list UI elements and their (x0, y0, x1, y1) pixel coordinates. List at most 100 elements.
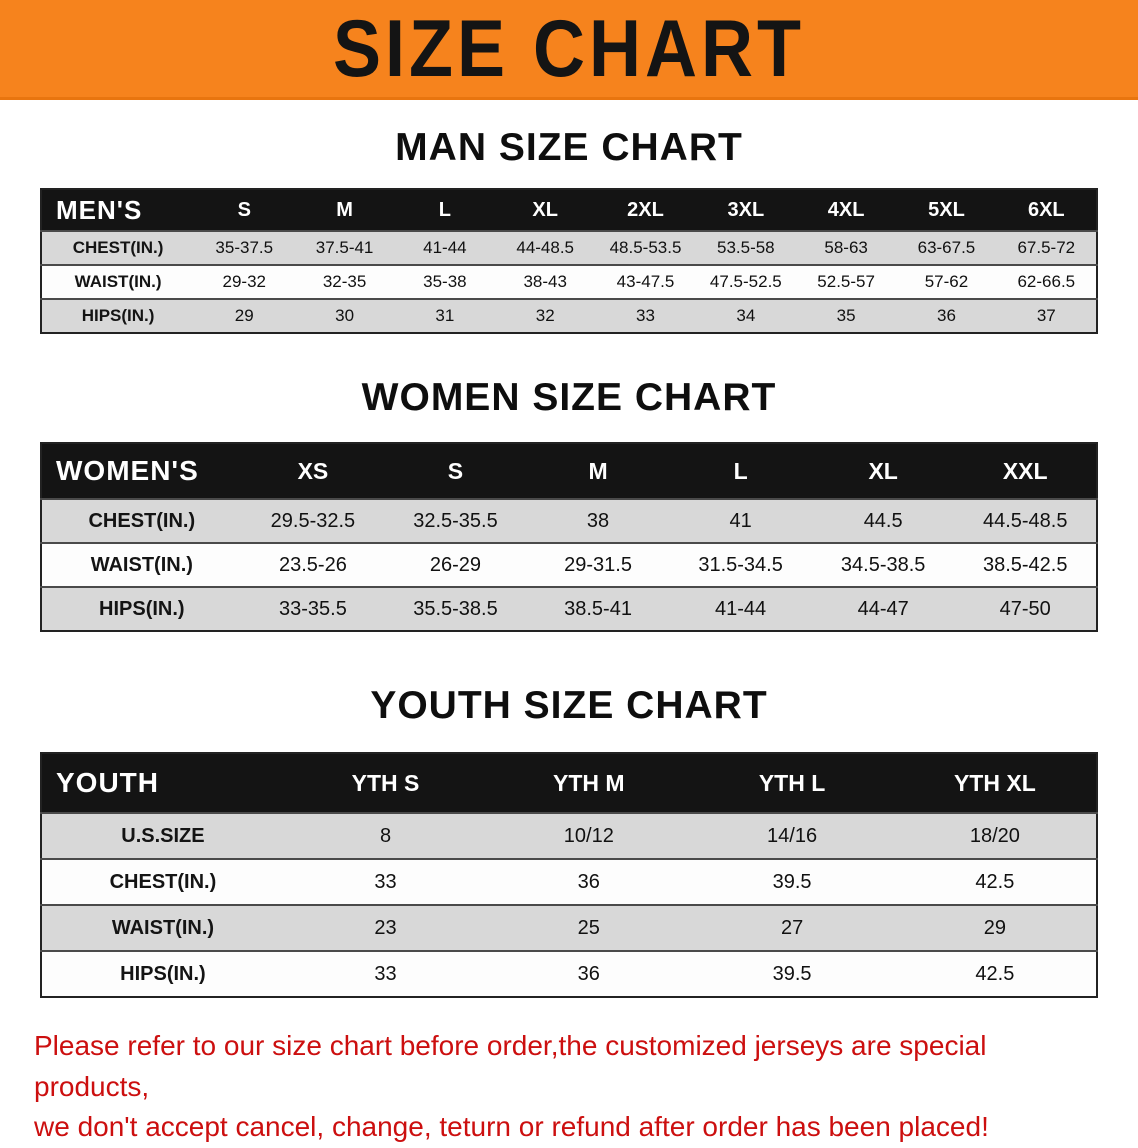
measurement-value: 38.5-41 (564, 597, 632, 620)
measurement-value: 33-35.5 (278, 597, 347, 620)
measurement-value: 47-50 (999, 597, 1051, 620)
size-charts: MAN SIZE CHART MEN'S S M L XL 2XL 3XL 4XL 5XL 6XL… (0, 126, 1138, 998)
disclaimer-line-2: we don't accept cancel, change, teturn o… (34, 1111, 989, 1143)
measurement-value: 32-35 (322, 272, 367, 291)
size-column-header: 5XL (928, 198, 965, 221)
measurement-value: 18/20 (969, 824, 1020, 847)
measurement-label: HIPS(IN.) (99, 597, 185, 620)
measurement-value: 41-44 (423, 238, 467, 257)
measurement-value: 38 (586, 509, 610, 532)
men-section-heading: MAN SIZE CHART (395, 126, 743, 169)
table-corner-label: WOMEN'S (56, 455, 199, 486)
measurement-value: 39.5 (772, 870, 812, 893)
measurement-label: CHEST(IN.) (109, 870, 217, 893)
size-column-header: YTH S (351, 769, 420, 796)
measurement-value: 23.5-26 (278, 553, 347, 576)
size-column-header: L (438, 198, 451, 221)
measurement-value: 27 (780, 916, 804, 939)
measurement-row: WAIST(IN.) 29-32 32-35 35-38 38-43 43-47.5 47.… (41, 265, 1097, 299)
measurement-value: 25 (577, 916, 600, 939)
measurement-value: 8 (379, 824, 392, 847)
measurement-value: 62-66.5 (1017, 272, 1076, 291)
measurement-value: 35-38 (423, 272, 467, 291)
measurement-value: 52.5-57 (817, 272, 875, 291)
size-column-header: M (588, 457, 608, 484)
section-women: WOMEN SIZE CHART WOMEN'S XS S M L XL XXL CHEST(… (0, 376, 1138, 632)
measurement-value: 31 (435, 306, 455, 325)
table-corner-label: MEN'S (56, 194, 143, 225)
measurement-label: U.S.SIZE (121, 824, 205, 847)
measurement-value: 42.5 (975, 870, 1015, 893)
size-column-header: S (447, 457, 464, 484)
measurement-value: 14/16 (767, 824, 818, 847)
measurement-value: 30 (335, 306, 355, 325)
measurement-value: 37 (1036, 306, 1056, 325)
measurement-value: 44.5-48.5 (982, 509, 1068, 532)
measurement-label: CHEST(IN.) (88, 509, 196, 532)
measurement-value: 10/12 (563, 824, 614, 847)
measurement-value: 57-62 (924, 272, 969, 291)
size-column-header: S (237, 198, 251, 221)
measurement-value: 34.5-38.5 (840, 553, 926, 576)
measurement-label: WAIST(IN.) (74, 272, 162, 291)
measurement-value: 29.5-32.5 (270, 509, 356, 532)
measurement-value: 34 (736, 306, 756, 325)
measurement-value: 33 (374, 962, 397, 985)
section-men: MAN SIZE CHART MEN'S S M L XL 2XL 3XL 4XL 5XL 6XL… (0, 126, 1138, 334)
measurement-value: 32.5-35.5 (413, 509, 498, 532)
page-title: SIZE CHART (333, 3, 805, 94)
measurement-value: 43-47.5 (616, 272, 675, 291)
measurement-value: 35-37.5 (215, 238, 274, 257)
measurement-row: CHEST(IN.) 29.5-32.5 32.5-35.5 38 41 44.5 44.5… (41, 499, 1097, 543)
measurement-value: 32 (535, 306, 555, 325)
size-column-header: YTH L (758, 769, 826, 796)
measurement-label: WAIST(IN.) (111, 916, 215, 939)
measurement-value: 38-43 (523, 272, 567, 291)
measurement-value: 38.5-42.5 (982, 553, 1068, 576)
measurement-value: 26-29 (429, 553, 482, 576)
measurement-row: HIPS(IN.) 29 30 31 32 33 34 35 36 37 (41, 299, 1097, 333)
size-column-header: XXL (1002, 457, 1048, 484)
youth-size-table: YOUTH YTH S YTH M YTH L YTH XL U.S.SIZE 8 10/12… (40, 752, 1098, 998)
size-column-header: YTH XL (953, 769, 1036, 796)
measurement-value: 42.5 (975, 962, 1015, 985)
section-youth: YOUTH SIZE CHART YOUTH YTH S YTH M YTH L YTH… (0, 684, 1138, 998)
measurement-row: U.S.SIZE 8 10/12 14/16 18/20 (41, 813, 1097, 859)
size-column-header: XS (297, 457, 329, 484)
measurement-value: 29-32 (222, 272, 266, 291)
men-size-table: MEN'S S M L XL 2XL 3XL 4XL 5XL 6XL CHEST(IN.) 35-37… (40, 188, 1098, 334)
measurement-value: 39.5 (772, 962, 812, 985)
size-column-header: 4XL (827, 198, 865, 221)
measurement-value: 44-47 (857, 597, 909, 620)
size-column-header: 2XL (627, 198, 664, 221)
measurement-row: CHEST(IN.) 33 36 39.5 42.5 (41, 859, 1097, 905)
measurement-row: HIPS(IN.) 33-35.5 35.5-38.5 38.5-41 41-44 44-… (41, 587, 1097, 631)
measurement-value: 47.5-52.5 (709, 272, 782, 291)
measurement-value: 44.5 (863, 509, 903, 532)
measurement-row: HIPS(IN.) 33 36 39.5 42.5 (41, 951, 1097, 997)
table-header-row: YOUTH YTH S YTH M YTH L YTH XL (41, 753, 1097, 813)
measurement-label: CHEST(IN.) (72, 238, 164, 257)
measurement-value: 67.5-72 (1017, 238, 1076, 257)
measurement-value: 41 (729, 509, 752, 532)
measurement-value: 31.5-34.5 (698, 553, 783, 576)
measurement-value: 29-31.5 (564, 553, 632, 576)
measurement-value: 23 (374, 916, 397, 939)
measurement-value: 44-48.5 (516, 238, 575, 257)
banner: SIZE CHART (0, 0, 1138, 100)
measurement-value: 29 (234, 306, 254, 325)
table-header-row: MEN'S S M L XL 2XL 3XL 4XL 5XL 6XL (41, 189, 1097, 231)
size-column-header: YTH M (553, 769, 625, 796)
measurement-value: 37.5-41 (315, 238, 374, 257)
size-column-header: M (336, 198, 353, 221)
size-column-header: XL (532, 198, 558, 221)
size-column-header: XL (868, 457, 898, 484)
measurement-value: 29 (983, 916, 1006, 939)
measurement-value: 63-67.5 (917, 238, 976, 257)
measurement-value: 33 (636, 306, 655, 325)
measurement-label: WAIST(IN.) (90, 553, 193, 576)
measurement-label: HIPS(IN.) (120, 962, 206, 985)
table-header-row: WOMEN'S XS S M L XL XXL (41, 443, 1097, 499)
measurement-value: 58-63 (824, 238, 868, 257)
